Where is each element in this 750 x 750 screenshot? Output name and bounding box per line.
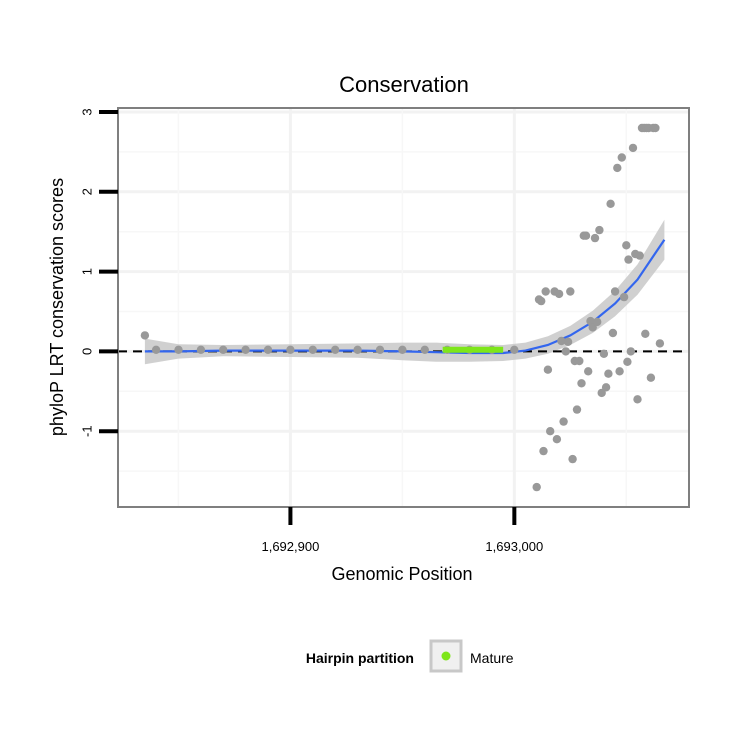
data-point [174, 345, 183, 354]
data-point [539, 446, 548, 456]
legend-label-mature: Mature [470, 650, 514, 666]
data-point [398, 345, 407, 354]
data-point [577, 379, 586, 388]
x-tick-label: 1,692,900 [261, 539, 319, 554]
data-point [633, 395, 642, 404]
data-point [420, 345, 429, 354]
data-point [563, 337, 573, 346]
data-point [610, 287, 620, 296]
data-point [537, 296, 546, 306]
y-tick-label: 2 [80, 188, 95, 195]
data-point [641, 329, 650, 338]
y-tick-label: 0 [80, 348, 95, 355]
data-point [559, 417, 568, 426]
data-point [543, 365, 553, 374]
data-point [595, 225, 604, 235]
data-point [554, 289, 564, 299]
legend: Hairpin partition Mature [306, 639, 514, 673]
data-point [575, 356, 584, 366]
y-tick-label: 3 [80, 108, 95, 115]
legend-title: Hairpin partition [306, 650, 414, 666]
data-point [628, 143, 638, 153]
y-axis-title: phyloP LRT conservation scores [47, 178, 67, 436]
data-point [557, 336, 566, 346]
data-point [572, 405, 582, 414]
data-point [581, 231, 591, 240]
x-axis-title: Genomic Position [331, 564, 472, 584]
plot-panel [118, 108, 689, 507]
data-point [375, 345, 385, 354]
data-point [608, 328, 618, 338]
data-point [241, 345, 250, 354]
smooth-line-layer [144, 239, 666, 355]
data-point [331, 345, 340, 354]
data-point [601, 383, 611, 392]
data-point [541, 287, 550, 296]
data-point [651, 123, 660, 133]
data-point [561, 347, 570, 356]
data-point [613, 163, 622, 173]
data-point [308, 345, 317, 354]
data-point [624, 255, 633, 264]
data-point [566, 287, 575, 296]
y-tick-label: -1 [80, 425, 95, 437]
data-point [646, 373, 656, 382]
legend-swatch-mature [441, 651, 451, 661]
points-layer [140, 123, 665, 492]
data-point [623, 357, 632, 366]
data-point [219, 345, 228, 354]
data-point [655, 339, 665, 348]
data-point [593, 317, 602, 327]
data-point [626, 347, 635, 356]
y-axis: -1 0 1 2 3 [80, 108, 118, 437]
data-point [286, 345, 295, 354]
data-point [619, 292, 629, 302]
data-point [532, 482, 541, 492]
data-point [617, 153, 626, 162]
data-point [590, 233, 600, 243]
plot-border [117, 107, 690, 508]
chart-title: Conservation [339, 72, 469, 97]
data-point [568, 454, 577, 464]
data-point [552, 435, 562, 444]
data-point [546, 427, 555, 436]
data-point [635, 251, 644, 260]
data-point [615, 367, 624, 376]
x-axis: 1,692,900 1,693,000 [261, 507, 543, 554]
data-point [151, 345, 161, 354]
smooth-trend-line [144, 239, 666, 355]
data-point [353, 345, 362, 354]
data-point [263, 345, 273, 354]
y-tick-label: 1 [80, 268, 95, 275]
data-point [586, 316, 595, 326]
data-point [604, 369, 613, 378]
data-point [606, 199, 615, 208]
data-point [196, 345, 206, 354]
x-tick-label: 1,693,000 [485, 539, 543, 554]
data-point [622, 241, 631, 250]
data-point [599, 349, 609, 358]
data-point [140, 331, 150, 340]
data-point [584, 367, 593, 376]
data-point [510, 345, 519, 354]
